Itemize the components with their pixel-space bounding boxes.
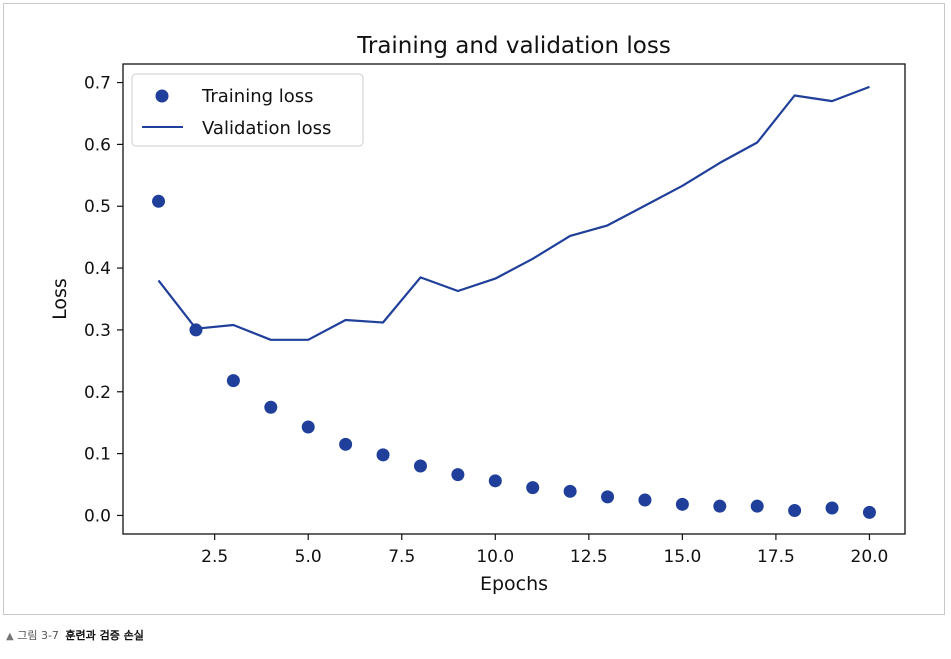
x-tick-label: 20.0 [851,547,889,567]
caption-marker: ▲ [6,631,14,642]
training-loss-point [788,504,802,517]
x-tick-label: 10.0 [476,547,514,567]
legend-training-label: Training loss [201,86,314,107]
training-loss-point [339,437,353,451]
y-tick-label: 0.1 [84,445,111,465]
y-tick-label: 0.5 [84,197,111,217]
training-loss-point [376,448,390,462]
training-loss-point [226,374,240,388]
loss-chart: Training and validation loss Epochs Loss… [49,33,906,595]
x-tick-label: 5.0 [295,547,322,567]
caption-title: 훈련과 검증 손실 [65,629,144,642]
training-loss-point [526,481,540,495]
training-loss-point [563,484,577,498]
x-tick-label: 2.5 [201,547,228,567]
training-loss-point [451,468,465,482]
axis-ticks: 2.5 5.0 7.5 10.0 12.5 15.0 17.5 20.0 0.0 0.1 0.2 0.… [84,74,888,567]
legend: Training loss Validation loss [131,73,364,147]
x-tick-label: 7.5 [388,547,415,567]
training-loss-series [152,194,876,519]
chart-title: Training and validation loss [356,33,671,59]
validation-loss-series [157,85,870,341]
x-tick-label: 12.5 [570,547,608,567]
y-axis-label: Loss [49,278,71,320]
training-loss-point [862,505,876,519]
training-loss-point [189,323,203,337]
training-loss-point [152,194,166,208]
training-loss-point [413,459,427,473]
training-loss-point [825,501,839,515]
x-tick-label: 17.5 [757,547,795,567]
training-loss-point [264,400,278,414]
training-loss-point [750,499,764,513]
figure-caption: ▲ 그림 3-7 훈련과 검증 손실 [6,627,144,643]
x-tick-label: 15.0 [663,547,701,567]
y-tick-label: 0.7 [84,74,111,94]
y-tick-label: 0.6 [84,135,111,155]
y-tick-label: 0.3 [84,321,111,341]
training-loss-point [601,490,615,504]
training-loss-point [675,497,689,511]
training-loss-point [488,474,502,488]
x-axis-label: Epochs [480,573,548,595]
y-tick-label: 0.4 [84,259,111,279]
training-loss-point [638,493,652,507]
training-loss-point [713,499,727,513]
legend-training-marker [155,89,169,103]
y-tick-label: 0.2 [84,383,111,403]
training-loss-point [301,420,315,434]
validation-loss-line [157,85,870,341]
legend-box [131,73,364,147]
y-tick-label: 0.0 [84,506,111,526]
legend-validation-label: Validation loss [202,118,331,139]
caption-label: 그림 3-7 [17,629,59,642]
